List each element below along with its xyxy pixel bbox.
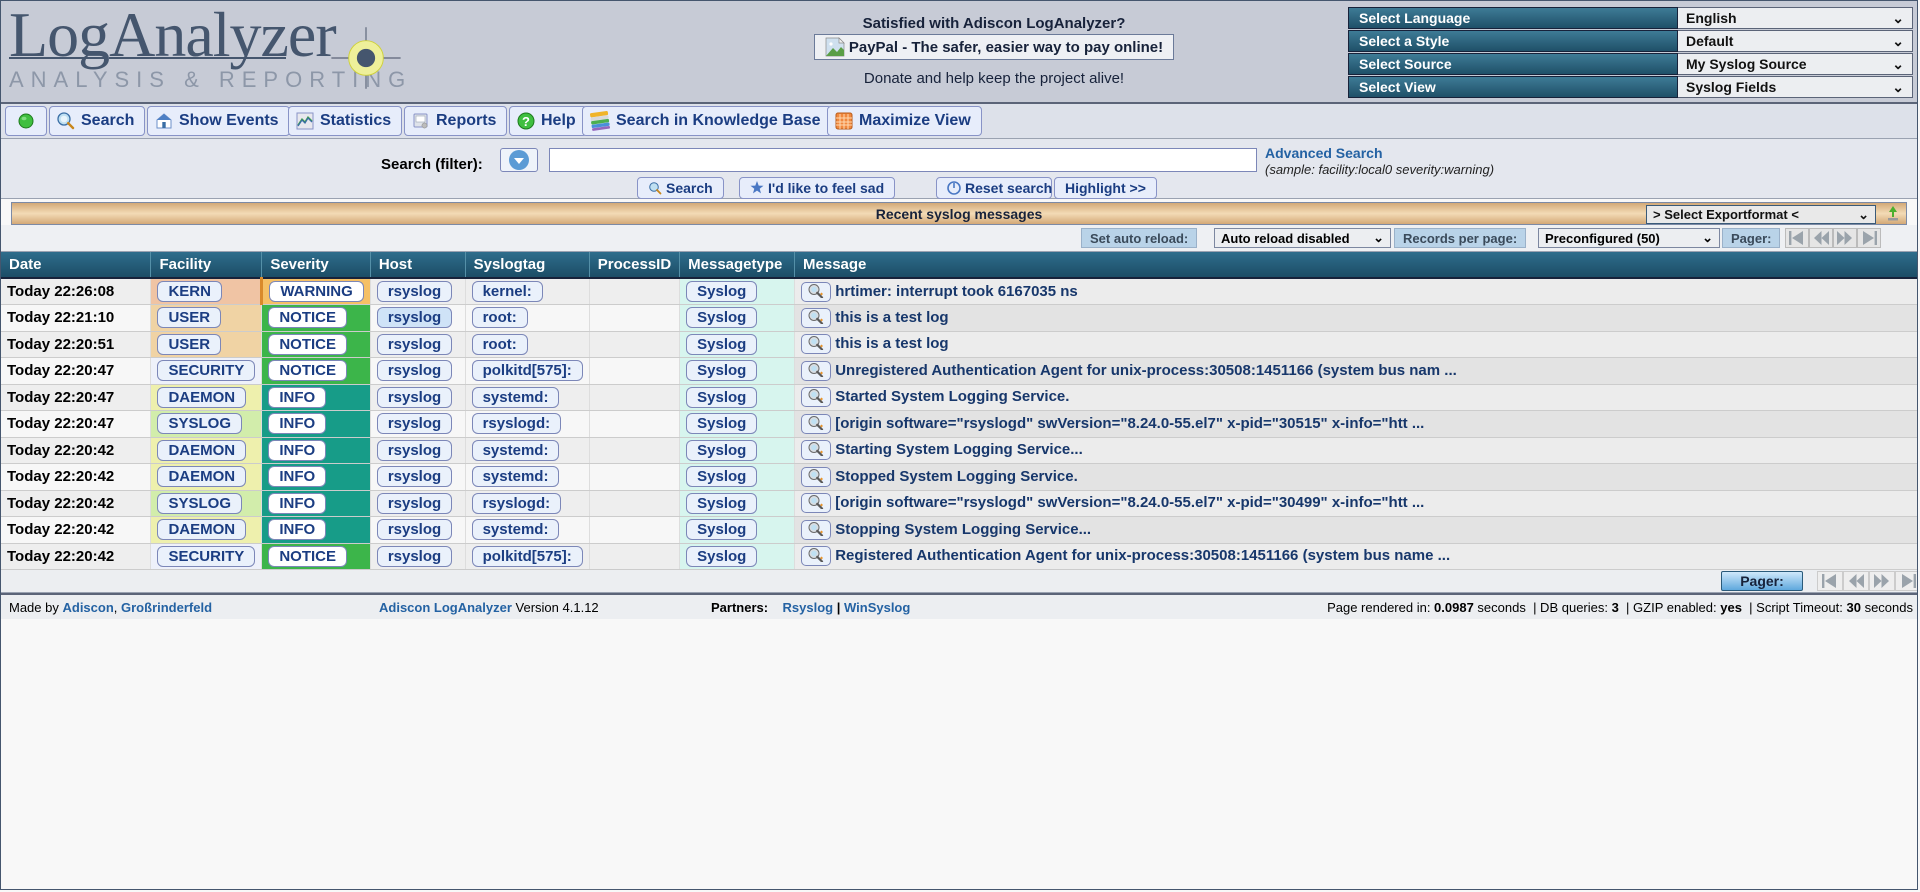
svg-text:?: ? bbox=[522, 114, 530, 129]
